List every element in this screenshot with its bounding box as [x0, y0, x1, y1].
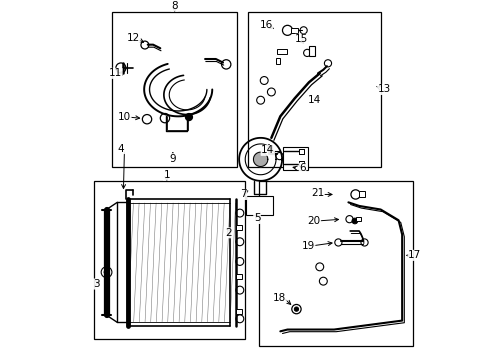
Bar	[290, 28, 298, 33]
Bar	[235, 225, 242, 230]
Text: 3: 3	[93, 279, 100, 289]
Text: 4: 4	[118, 144, 124, 154]
Text: 11: 11	[109, 68, 122, 78]
Text: 9: 9	[169, 154, 176, 164]
Bar	[298, 161, 304, 166]
Text: 18: 18	[272, 293, 285, 303]
Bar	[235, 310, 242, 315]
Bar	[355, 217, 360, 221]
Bar	[94, 181, 244, 338]
Text: 10: 10	[118, 112, 131, 122]
Circle shape	[185, 113, 192, 121]
Circle shape	[351, 218, 357, 224]
Bar	[112, 13, 237, 167]
Text: 1: 1	[163, 170, 170, 180]
Bar	[298, 149, 304, 154]
Bar	[275, 58, 280, 64]
Circle shape	[294, 307, 298, 311]
Text: 14: 14	[307, 95, 320, 105]
Text: 17: 17	[407, 250, 421, 260]
Text: 12: 12	[126, 32, 140, 42]
Bar	[298, 149, 304, 154]
Text: 15: 15	[295, 34, 308, 44]
Text: 19: 19	[301, 241, 314, 251]
Text: 16: 16	[259, 20, 272, 30]
Bar	[282, 147, 307, 170]
Bar	[235, 274, 242, 279]
Text: 2: 2	[224, 228, 231, 238]
Text: 6: 6	[299, 163, 305, 173]
Polygon shape	[253, 152, 267, 167]
Text: 8: 8	[171, 1, 178, 11]
Bar	[246, 196, 273, 215]
Text: 14: 14	[261, 145, 274, 156]
Bar	[247, 13, 380, 167]
Text: 13: 13	[377, 85, 390, 94]
Text: 7: 7	[240, 189, 246, 199]
Text: 20: 20	[307, 216, 320, 226]
Text: 5: 5	[253, 213, 260, 224]
Bar	[308, 46, 315, 56]
Bar	[258, 181, 412, 346]
Bar	[298, 161, 304, 166]
Bar	[358, 191, 364, 197]
Text: 21: 21	[310, 188, 324, 198]
Bar	[276, 49, 287, 54]
